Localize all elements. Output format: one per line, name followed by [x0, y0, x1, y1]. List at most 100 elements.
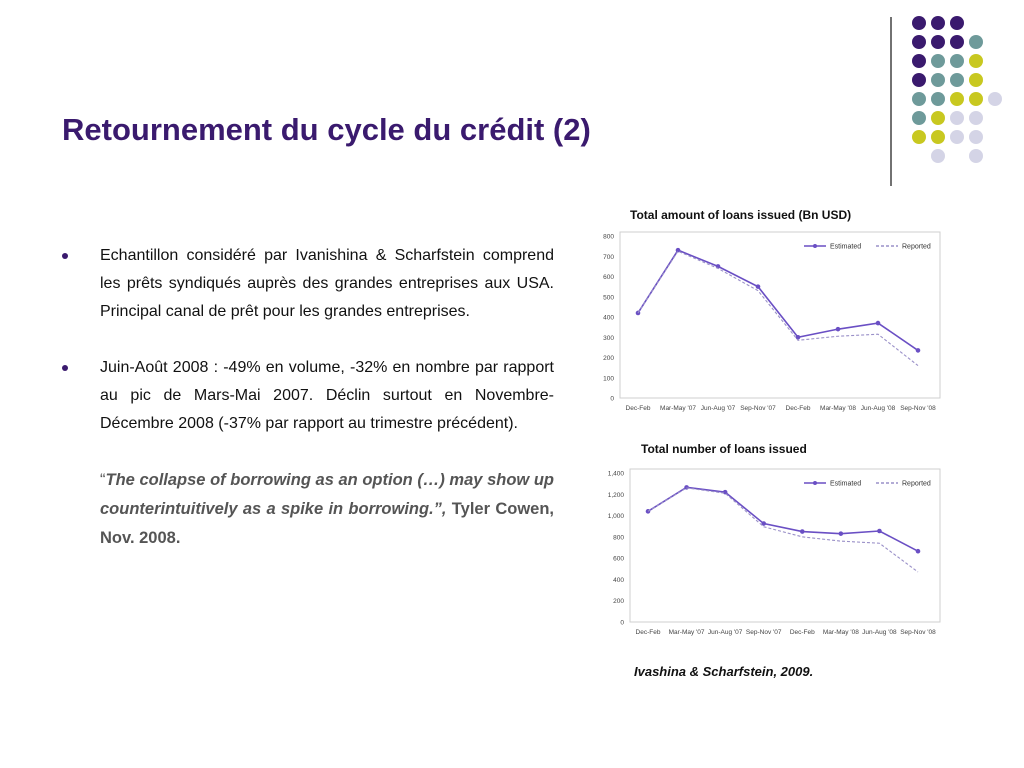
- legend-label: Estimated: [830, 244, 861, 251]
- series-line-estimated: [637, 249, 919, 352]
- series-line-reported: [647, 487, 919, 573]
- chart-1-title: Total amount of loans issued (Bn USD): [630, 208, 852, 222]
- decorative-dot: [931, 35, 945, 49]
- decorative-dot: [912, 16, 926, 30]
- decorative-dot: [931, 92, 945, 106]
- quote-open-mark: “: [100, 471, 106, 489]
- x-tick-label: Sep-Nov '07: [746, 629, 782, 636]
- bullet-dot-icon: [62, 253, 68, 259]
- y-tick-label: 0: [620, 620, 624, 627]
- legend-label: Reported: [902, 481, 931, 488]
- loan-amount-chart: 800 700 600 500 400 300 200 100 0 Dec-Feb Mar-May …: [603, 231, 941, 412]
- y-tick-label: 1,400: [608, 471, 625, 478]
- x-tick-label: Mar-May '08: [823, 629, 859, 636]
- decorative-dot: [931, 111, 945, 125]
- data-point: [838, 531, 844, 536]
- source-caption: Ivashina & Scharfstein, 2009.: [634, 664, 814, 679]
- legend-marker: [813, 481, 817, 485]
- decorative-dot: [912, 35, 926, 49]
- y-tick-label: 600: [603, 274, 614, 281]
- x-tick-label: Dec-Feb: [626, 405, 651, 412]
- y-tick-label: 100: [603, 375, 614, 382]
- x-tick-label: Mar-May '07: [660, 405, 696, 412]
- decorative-dot: [950, 92, 964, 106]
- data-point: [799, 529, 805, 534]
- y-tick-label: 300: [603, 335, 614, 342]
- decorative-dot: [912, 111, 926, 125]
- decorative-dot: [969, 92, 983, 106]
- decorative-dot: [950, 35, 964, 49]
- decorative-dot: [988, 92, 1002, 106]
- x-tick-label: Mar-May '07: [669, 629, 705, 636]
- y-tick-label: 1,000: [608, 513, 625, 520]
- quote-block: “The collapse of borrowing as an option …: [60, 466, 554, 553]
- x-tick-label: Jun-Aug '07: [701, 405, 736, 412]
- data-point: [755, 284, 761, 289]
- x-tick-label: Jun-Aug '07: [708, 629, 743, 636]
- y-tick-label: 800: [603, 234, 614, 241]
- data-point: [761, 521, 767, 526]
- decorative-dot: [931, 130, 945, 144]
- data-point: [877, 528, 882, 534]
- decorative-dot: [969, 73, 983, 87]
- decorative-dot: [950, 73, 964, 87]
- data-point: [835, 326, 841, 332]
- decorative-dot: [969, 149, 983, 163]
- bullet-dot-icon: [62, 365, 68, 371]
- plot-frame: [619, 231, 941, 399]
- decorative-dot: [912, 73, 926, 87]
- body-text: Echantillon considéré par Ivanishina & S…: [60, 242, 554, 553]
- y-tick-label: 600: [613, 556, 624, 563]
- x-tick-label: Jun-Aug '08: [861, 405, 896, 412]
- plot-frame: [629, 468, 941, 623]
- quote-author: Tyler Cowen, Nov. 2008.: [100, 500, 554, 547]
- x-tick-label: Sep-Nov '08: [900, 405, 936, 412]
- y-tick-label: 700: [603, 254, 614, 261]
- decorative-dot: [950, 111, 964, 125]
- data-point: [875, 320, 881, 326]
- decorative-dot: [931, 16, 945, 30]
- y-tick-label: 200: [613, 598, 624, 605]
- y-tick-label: 500: [603, 294, 614, 301]
- x-tick-label: Dec-Feb: [786, 405, 811, 412]
- series-line-reported: [637, 250, 919, 367]
- decorative-dot: [969, 54, 983, 68]
- series-line-estimated: [647, 486, 919, 552]
- decorative-dot: [912, 92, 926, 106]
- bullet-decline: Juin-Août 2008 : -49% en volume, -32% en…: [60, 354, 554, 438]
- decorative-dot: [950, 54, 964, 68]
- y-tick-label: 1,200: [608, 492, 625, 499]
- data-point: [675, 247, 681, 253]
- data-point: [795, 334, 801, 340]
- chart-2-title: Total number of loans issued: [641, 442, 807, 456]
- decorative-dot: [950, 130, 964, 144]
- legend-label: Reported: [902, 244, 931, 251]
- decorative-dot: [950, 16, 964, 30]
- decorative-dot: [969, 35, 983, 49]
- y-tick-label: 200: [603, 355, 614, 362]
- x-tick-label: Dec-Feb: [636, 629, 661, 636]
- x-tick-label: Sep-Nov '08: [900, 629, 936, 636]
- x-tick-label: Mar-May '08: [820, 405, 856, 412]
- slide-title: Retournement du cycle du crédit (2): [62, 112, 591, 147]
- x-tick-label: Jun-Aug '08: [862, 629, 897, 636]
- loan-number-chart: 1,400 1,200 1,000 800 600 400 200 0 Dec-Feb Mar-M…: [608, 468, 941, 636]
- decorative-dot: [969, 111, 983, 125]
- legend-label: Estimated: [830, 481, 861, 488]
- x-tick-label: Sep-Nov '07: [740, 405, 776, 412]
- bullet-sample: Echantillon considéré par Ivanishina & S…: [60, 242, 554, 326]
- data-point: [915, 548, 921, 554]
- bullet-text: Echantillon considéré par Ivanishina & S…: [100, 247, 554, 320]
- quote-text: The collapse of borrowing as an option (…: [100, 471, 554, 518]
- decorative-dot: [931, 73, 945, 87]
- y-tick-label: 400: [603, 315, 614, 322]
- decorative-dot: [912, 130, 926, 144]
- bullet-text: Juin-Août 2008 : -49% en volume, -32% en…: [100, 359, 554, 432]
- y-tick-label: 800: [613, 534, 624, 541]
- decorative-dot: [912, 54, 926, 68]
- decorative-dot: [931, 54, 945, 68]
- data-point: [722, 489, 728, 495]
- data-point: [915, 348, 921, 353]
- decorative-dot: [969, 130, 983, 144]
- decorative-dot: [931, 149, 945, 163]
